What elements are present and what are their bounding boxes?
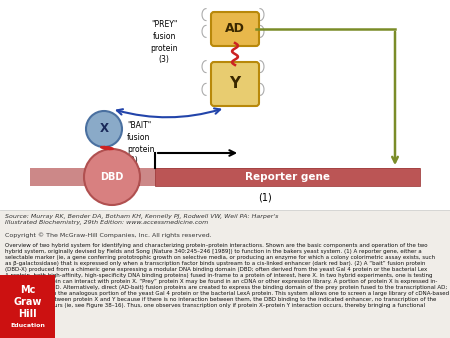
Text: Hill: Hill xyxy=(18,309,37,319)
Bar xyxy=(85,168,140,186)
Text: "BAIT"
fusion
protein
(2): "BAIT" fusion protein (2) xyxy=(127,121,154,165)
Text: Reporter gene: Reporter gene xyxy=(245,172,330,182)
Bar xyxy=(155,168,420,186)
Bar xyxy=(0,0,450,210)
Text: Y: Y xyxy=(230,76,241,92)
Text: Mc: Mc xyxy=(20,285,35,295)
Text: "PREY"
fusion
protein
(3): "PREY" fusion protein (3) xyxy=(150,20,178,65)
Text: AD: AD xyxy=(225,23,245,35)
FancyBboxPatch shape xyxy=(211,62,259,106)
Text: Education: Education xyxy=(10,323,45,328)
Bar xyxy=(30,168,420,186)
Circle shape xyxy=(86,111,122,147)
FancyBboxPatch shape xyxy=(211,12,259,46)
Text: DBD: DBD xyxy=(100,172,124,182)
Circle shape xyxy=(84,149,140,205)
Text: Overview of two hybrid system for identifying and characterizing protein–protein: Overview of two hybrid system for identi… xyxy=(5,243,449,308)
Text: (1): (1) xyxy=(258,193,272,203)
Text: X: X xyxy=(99,122,108,136)
Text: Copyright © The McGraw-Hill Companies, Inc. All rights reserved.: Copyright © The McGraw-Hill Companies, I… xyxy=(5,232,211,238)
Text: Graw: Graw xyxy=(14,297,42,307)
Bar xyxy=(0,275,55,338)
Text: Source: Murray RK, Bender DA, Botham KH, Kennelly PJ, Rodwell VW, Weil PA: Harpe: Source: Murray RK, Bender DA, Botham KH,… xyxy=(5,214,279,225)
